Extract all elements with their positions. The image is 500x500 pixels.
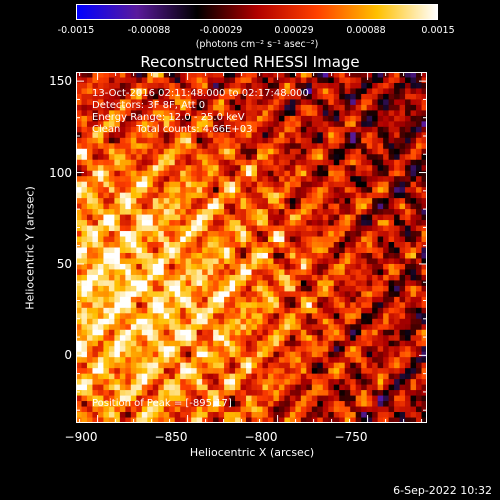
annotation-detectors: Detectors: 3F 8F, Att 0 bbox=[92, 100, 206, 111]
y-tick-label: 150 bbox=[49, 74, 72, 88]
colorbar-unit: (photons cm⁻² s⁻¹ asec⁻²) bbox=[195, 39, 319, 50]
colorbar-tick-label: 0.00029 bbox=[274, 25, 314, 36]
colorbar-tick-label: 0.0015 bbox=[421, 25, 455, 36]
annotation-peak: Position of Peak = [-895,17] bbox=[92, 398, 232, 409]
x-tick-label: −850 bbox=[154, 430, 188, 444]
y-tick-label: 100 bbox=[49, 166, 72, 180]
axis-ticks bbox=[76, 72, 427, 423]
y-tick-label: 50 bbox=[56, 257, 72, 271]
annotation-time: 13-Oct-2016 02:11:48.000 to 02:17:48.000 bbox=[92, 88, 309, 99]
plot-area bbox=[76, 72, 427, 423]
heatmap-cells bbox=[76, 72, 427, 423]
colorbar bbox=[76, 4, 438, 20]
x-axis-label: Heliocentric X (arcsec) bbox=[189, 446, 315, 459]
heatmap bbox=[76, 72, 427, 423]
y-axis-label: Heliocentric Y (arcsec) bbox=[23, 186, 37, 310]
colorbar-tick-label: 0.00088 bbox=[346, 25, 386, 36]
y-tick-label: 0 bbox=[64, 348, 72, 362]
annotation-energy: Energy Range: 12.0 - 25.0 keV bbox=[92, 112, 245, 123]
annotation-clean: Clean Total counts: 4.66E+03 bbox=[92, 124, 253, 135]
footer-date: 6-Sep-2022 10:32 bbox=[393, 484, 492, 497]
x-tick-label: −800 bbox=[244, 430, 278, 444]
plot-frame bbox=[76, 72, 427, 423]
chart-title: Reconstructed RHESSI Image bbox=[140, 53, 360, 71]
colorbar-tick-label: -0.00088 bbox=[127, 25, 171, 36]
colorbar-tick-label: -0.00029 bbox=[199, 25, 243, 36]
x-tick-label: −900 bbox=[64, 430, 98, 444]
colorbar-tick-label: -0.0015 bbox=[57, 25, 95, 36]
x-tick-label: −750 bbox=[334, 430, 368, 444]
